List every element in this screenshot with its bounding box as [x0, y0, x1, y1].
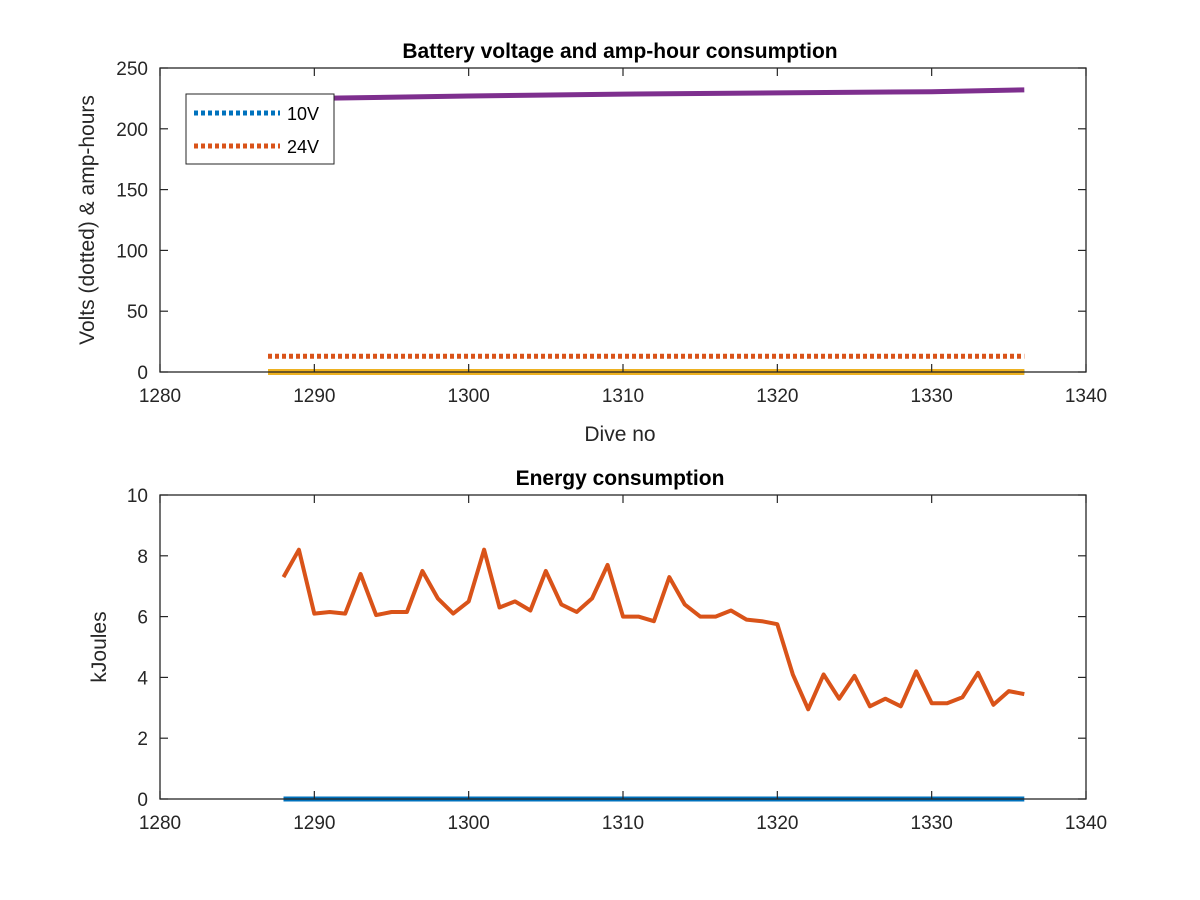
x-tick-label: 1290 — [293, 813, 335, 834]
voltage-amphour-chart: Battery voltage and amp-hour consumption… — [76, 40, 1107, 446]
y-tick-label: 10 — [127, 486, 148, 507]
y-tick-label: 0 — [137, 363, 148, 384]
tick-layer: 1280 1290 1300 1310 1320 1330 1340 0 50 100 150 200… — [116, 59, 1107, 407]
y-tick-label: 150 — [116, 181, 148, 202]
y-tick-label: 200 — [116, 120, 148, 141]
x-tick-label: 1310 — [602, 813, 644, 834]
chart-title: Energy consumption — [516, 467, 725, 490]
y-tick-label: 4 — [137, 668, 148, 689]
tick-layer: 1280 1290 1300 1310 1320 1330 1340 0 2 4 6 8 10 — [127, 486, 1107, 834]
x-tick-label: 1320 — [756, 386, 798, 407]
x-tick-label: 1340 — [1065, 386, 1107, 407]
energy-consumption-chart: Energy consumption 1280 1290 1300 1310 1320 1… — [88, 467, 1107, 834]
x-tick-label: 1290 — [293, 386, 335, 407]
y-axis-label: kJoules — [88, 611, 111, 682]
legend: 10V 24V — [185, 93, 335, 165]
x-tick-label: 1340 — [1065, 813, 1107, 834]
y-tick-label: 6 — [137, 608, 148, 629]
x-tick-label: 1330 — [911, 386, 953, 407]
x-tick-label: 1320 — [756, 813, 798, 834]
legend-box — [185, 93, 335, 165]
y-tick-label: 100 — [116, 241, 148, 262]
y-tick-label: 250 — [116, 59, 148, 80]
series-line-2 — [281, 547, 1025, 712]
y-tick-label: 50 — [127, 302, 148, 323]
legend-label-24v: 24V — [287, 137, 319, 157]
y-tick-label: 8 — [137, 547, 148, 568]
x-tick-label: 1330 — [911, 813, 953, 834]
x-tick-label: 1300 — [448, 813, 490, 834]
chart-title: Battery voltage and amp-hour consumption — [402, 40, 837, 63]
x-tick-label: 1310 — [602, 386, 644, 407]
y-tick-label: 2 — [137, 729, 148, 750]
y-tick-label: 0 — [137, 790, 148, 811]
legend-label-10v: 10V — [287, 104, 319, 124]
x-tick-label: 1300 — [448, 386, 490, 407]
x-tick-label: 1280 — [139, 813, 181, 834]
y-axis-label: Volts (dotted) & amp-hours — [76, 95, 99, 345]
x-axis-label: Dive no — [584, 423, 655, 446]
x-tick-label: 1280 — [139, 386, 181, 407]
